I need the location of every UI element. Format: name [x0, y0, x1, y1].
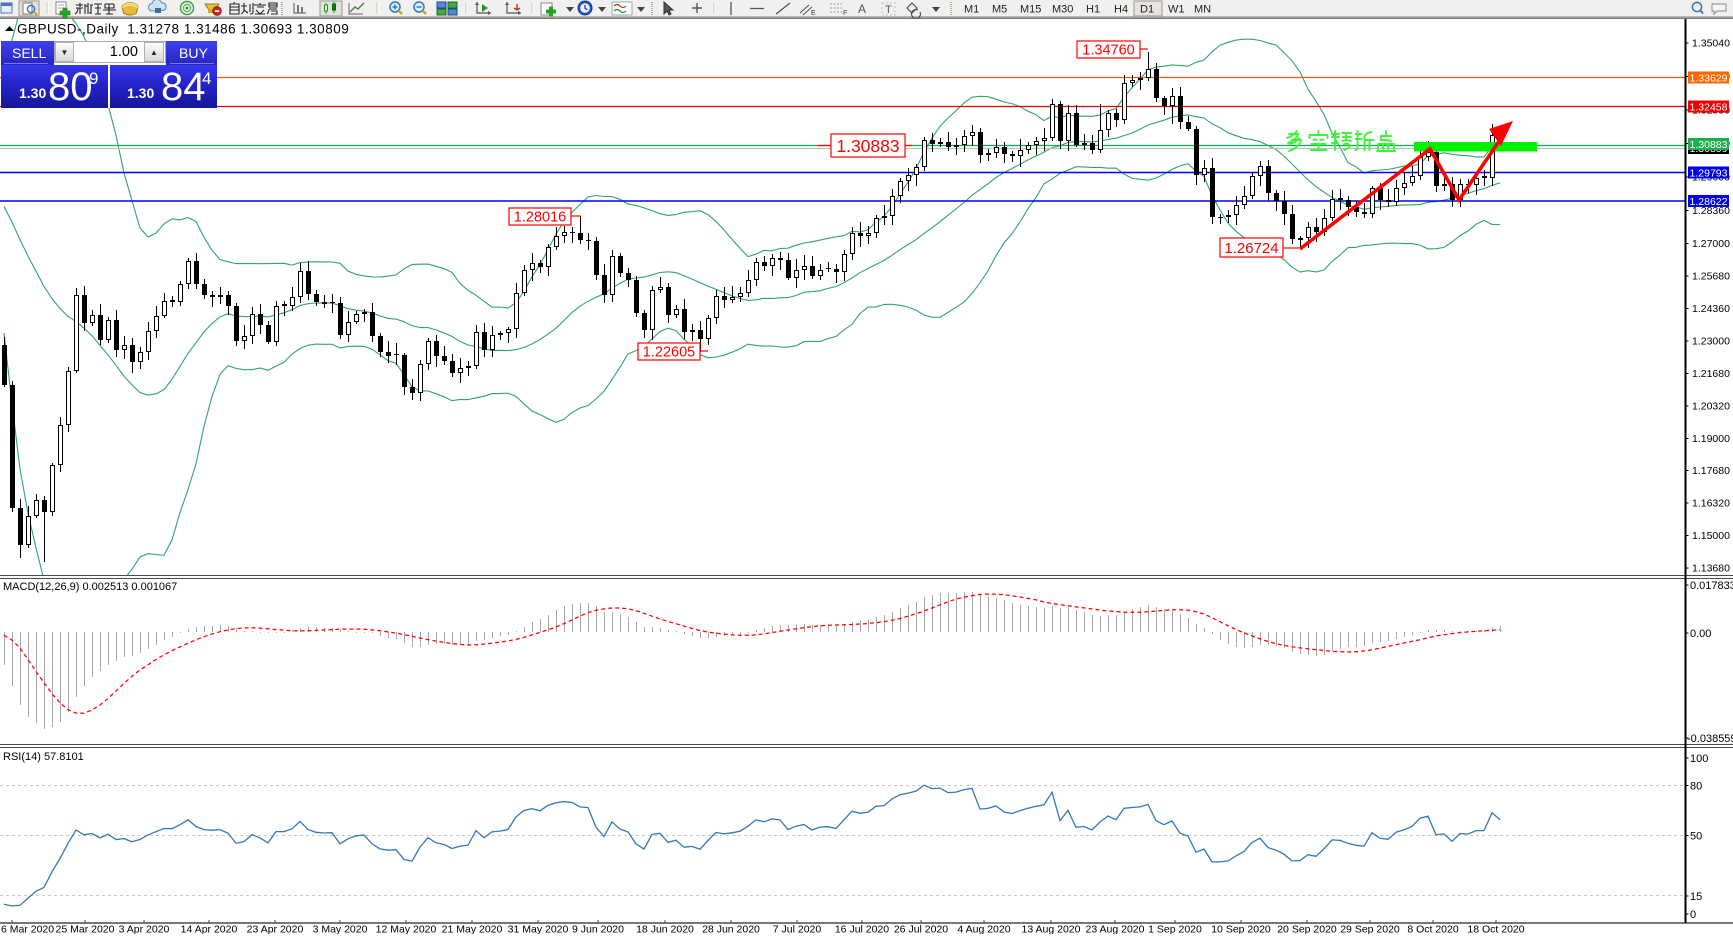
svg-text:RSI(14) 57.8101: RSI(14) 57.8101: [3, 751, 84, 763]
svg-text:29 Sep 2020: 29 Sep 2020: [1340, 924, 1400, 935]
svg-text:23 Apr 2020: 23 Apr 2020: [247, 924, 304, 935]
svg-text:F: F: [843, 10, 847, 17]
svg-text:100: 100: [1690, 753, 1708, 765]
svg-text:1.20320: 1.20320: [1692, 401, 1730, 413]
svg-text:W1: W1: [1168, 4, 1185, 16]
svg-text:14 Apr 2020: 14 Apr 2020: [181, 924, 238, 935]
svg-text:16 Jul 2020: 16 Jul 2020: [835, 924, 889, 935]
svg-text:0.00: 0.00: [1690, 628, 1711, 640]
svg-text:GBPUSD-,Daily 1.31278 1.31486: GBPUSD-,Daily 1.31278 1.31486 1.30693 1.…: [17, 22, 349, 37]
svg-text:1.35040: 1.35040: [1692, 38, 1730, 50]
svg-text:1.28622: 1.28622: [1690, 196, 1728, 208]
svg-text:1.13680: 1.13680: [1692, 563, 1730, 575]
svg-text:-0.038559: -0.038559: [1687, 733, 1733, 745]
svg-text:1.24360: 1.24360: [1692, 303, 1730, 315]
svg-text:1.32458: 1.32458: [1690, 101, 1728, 113]
svg-text:20 Sep 2020: 20 Sep 2020: [1277, 924, 1337, 935]
svg-text:1.26724: 1.26724: [1224, 240, 1278, 257]
svg-text:28 Jun 2020: 28 Jun 2020: [702, 924, 760, 935]
svg-text:T: T: [885, 4, 892, 16]
svg-text:13 Aug 2020: 13 Aug 2020: [1022, 924, 1081, 935]
svg-text:1.19000: 1.19000: [1692, 433, 1730, 445]
svg-text:M30: M30: [1052, 4, 1073, 16]
svg-text:12 May 2020: 12 May 2020: [376, 924, 437, 935]
svg-text:18 Oct 2020: 18 Oct 2020: [1467, 924, 1524, 935]
svg-text:MACD(12,26,9) 0.002513 0.00106: MACD(12,26,9) 0.002513 0.001067: [3, 581, 177, 593]
svg-text:10 Sep 2020: 10 Sep 2020: [1211, 924, 1271, 935]
svg-text:25 Mar 2020: 25 Mar 2020: [56, 924, 115, 935]
svg-text:3 Apr 2020: 3 Apr 2020: [119, 924, 170, 935]
svg-text:26 Jul 2020: 26 Jul 2020: [894, 924, 948, 935]
svg-text:9 Jun 2020: 9 Jun 2020: [572, 924, 624, 935]
svg-text:1.21680: 1.21680: [1692, 368, 1730, 380]
svg-text:0.017833: 0.017833: [1690, 580, 1733, 592]
svg-text:50: 50: [1690, 831, 1702, 843]
svg-text:1.17680: 1.17680: [1692, 465, 1730, 477]
svg-text:1.25680: 1.25680: [1692, 271, 1730, 283]
svg-text:1.27000: 1.27000: [1692, 238, 1730, 250]
svg-text:80: 80: [1690, 781, 1702, 793]
svg-text:6 Mar 2020: 6 Mar 2020: [1, 924, 54, 935]
svg-text:M5: M5: [992, 4, 1007, 16]
svg-text:23 Aug 2020: 23 Aug 2020: [1086, 924, 1145, 935]
svg-text:A: A: [858, 2, 866, 16]
svg-text:M15: M15: [1020, 4, 1041, 16]
svg-text:1.30883: 1.30883: [836, 136, 899, 156]
svg-text:1.28360: 1.28360: [1692, 205, 1730, 217]
svg-text:D1: D1: [1140, 4, 1154, 16]
svg-text:21 May 2020: 21 May 2020: [442, 924, 503, 935]
svg-text:1.22605: 1.22605: [643, 345, 695, 361]
svg-text:H1: H1: [1086, 4, 1100, 16]
svg-text:0: 0: [1690, 909, 1696, 921]
svg-text:18 Jun 2020: 18 Jun 2020: [636, 924, 694, 935]
svg-text:1.23000: 1.23000: [1692, 336, 1730, 348]
svg-text:1.29793: 1.29793: [1690, 167, 1728, 179]
svg-text:E: E: [811, 10, 816, 17]
svg-text:M1: M1: [964, 4, 979, 16]
svg-text:4 Aug 2020: 4 Aug 2020: [957, 924, 1010, 935]
svg-text:1.16320: 1.16320: [1692, 498, 1730, 510]
svg-text:15: 15: [1690, 891, 1702, 903]
svg-text:8 Oct 2020: 8 Oct 2020: [1407, 924, 1459, 935]
svg-text:1 Sep 2020: 1 Sep 2020: [1148, 924, 1202, 935]
svg-text:1.15000: 1.15000: [1692, 530, 1730, 542]
svg-text:7 Jul 2020: 7 Jul 2020: [773, 924, 822, 935]
svg-text:1.28016: 1.28016: [514, 210, 566, 226]
svg-text:H4: H4: [1114, 4, 1128, 16]
svg-text:1.33629: 1.33629: [1690, 72, 1728, 84]
svg-text:3 May 2020: 3 May 2020: [313, 924, 368, 935]
svg-text:31 May 2020: 31 May 2020: [508, 924, 569, 935]
svg-text:1.30883: 1.30883: [1690, 139, 1728, 151]
svg-text:1.34760: 1.34760: [1082, 43, 1134, 59]
svg-text:MN: MN: [1194, 4, 1211, 16]
